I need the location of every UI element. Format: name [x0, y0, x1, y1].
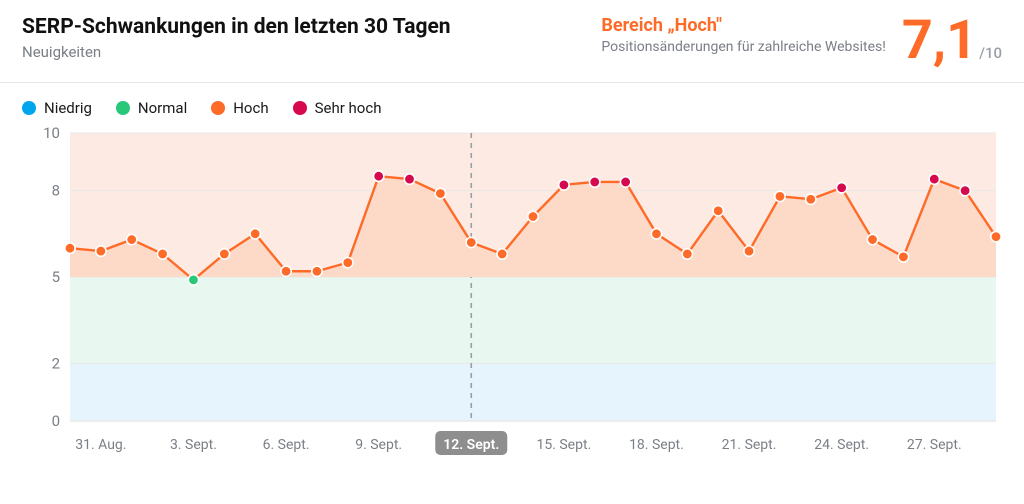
legend-item-sehrhoch[interactable]: Sehr hoch	[293, 99, 382, 117]
svg-text:5: 5	[52, 268, 60, 286]
legend-label: Normal	[138, 99, 187, 117]
svg-text:2: 2	[52, 354, 60, 372]
svg-text:10: 10	[43, 125, 60, 142]
score-value: 7,1	[902, 14, 977, 68]
svg-text:0: 0	[52, 412, 60, 430]
volatility-chart: 0 2 5 8 10 31. Aug. 3. Sept. 6. Sept. 9. Sept. 12…	[22, 125, 1002, 465]
page-title: SERP-Schwankungen in den letzten 30 Tage…	[22, 14, 451, 41]
svg-text:6. Sept.: 6. Sept.	[263, 437, 310, 453]
score-suffix: /10	[979, 44, 1002, 62]
svg-text:8: 8	[52, 182, 60, 200]
legend-item-normal[interactable]: Normal	[116, 99, 187, 117]
svg-text:24. Sept.: 24. Sept.	[814, 437, 869, 453]
legend-dot-icon	[293, 101, 307, 115]
chart-legend: Niedrig Normal Hoch Sehr hoch	[0, 83, 1024, 125]
svg-text:18. Sept.: 18. Sept.	[629, 437, 684, 453]
legend-label: Sehr hoch	[315, 99, 382, 117]
legend-label: Hoch	[233, 99, 268, 117]
legend-item-niedrig[interactable]: Niedrig	[22, 99, 92, 117]
legend-item-hoch[interactable]: Hoch	[211, 99, 268, 117]
legend-label: Niedrig	[44, 99, 92, 117]
svg-text:3. Sept.: 3. Sept.	[170, 437, 217, 453]
svg-text:21. Sept.: 21. Sept.	[722, 437, 777, 453]
svg-text:31. Aug.: 31. Aug.	[75, 437, 126, 453]
score-badge: 7,1 /10	[902, 14, 1002, 68]
range-label: Bereich „Hoch"	[601, 14, 885, 37]
page-subtitle: Neuigkeiten	[22, 43, 451, 61]
legend-dot-icon	[116, 101, 130, 115]
legend-dot-icon	[211, 101, 225, 115]
svg-text:27. Sept.: 27. Sept.	[907, 437, 962, 453]
svg-text:9. Sept.: 9. Sept.	[355, 437, 402, 453]
legend-dot-icon	[22, 101, 36, 115]
svg-text:12. Sept.: 12. Sept.	[443, 437, 499, 453]
svg-text:15. Sept.: 15. Sept.	[536, 437, 591, 453]
range-subtitle: Positionsänderungen für zahlreiche Websi…	[601, 39, 885, 55]
